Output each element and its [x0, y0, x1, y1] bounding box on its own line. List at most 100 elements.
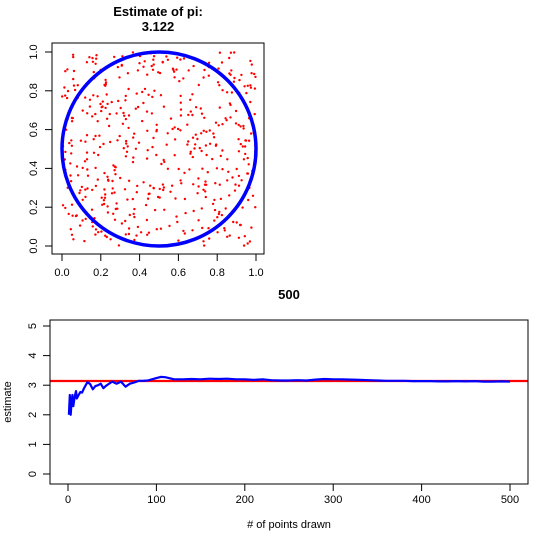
- scatter-point: [194, 143, 197, 146]
- scatter-point: [250, 226, 253, 229]
- scatter-point: [127, 232, 131, 236]
- scatter-point: [78, 224, 82, 227]
- scatter-point: [202, 188, 205, 191]
- scatter-point: [70, 120, 74, 123]
- scatter-point: [182, 229, 185, 233]
- scatter-point: [106, 178, 110, 181]
- scatter-point: [83, 239, 86, 243]
- scatter-point: [134, 107, 137, 110]
- scatter-point: [145, 218, 149, 222]
- scatter-point: [253, 87, 257, 90]
- scatter-point: [132, 136, 135, 139]
- scatter-point: [136, 105, 140, 109]
- scatter-point: [226, 158, 229, 161]
- scatter-point: [221, 149, 224, 152]
- scatter-point: [173, 154, 176, 157]
- scatter-point: [72, 84, 76, 87]
- scatter-point: [108, 112, 112, 116]
- scatter-point: [88, 56, 91, 59]
- scatter-point: [113, 165, 117, 168]
- scatter-point: [232, 220, 235, 224]
- scatter-point: [177, 167, 180, 171]
- scatter-point: [239, 142, 242, 146]
- scatter-point: [79, 139, 83, 142]
- scatter-point: [104, 81, 108, 84]
- scatter-point: [70, 116, 74, 120]
- scatter-point: [223, 229, 226, 232]
- x-tick-label: 100: [147, 494, 165, 506]
- scatter-point: [84, 96, 87, 99]
- scatter-point: [206, 171, 209, 174]
- scatter-point: [162, 105, 166, 108]
- y-tick-label: 0.6: [28, 122, 40, 137]
- scatter-point: [226, 179, 229, 182]
- scatter-point: [233, 189, 237, 192]
- scatter-point: [102, 202, 106, 206]
- scatter-point: [219, 154, 222, 158]
- scatter-point: [104, 234, 107, 237]
- scatter-point: [69, 162, 72, 165]
- scatter-point: [208, 142, 212, 145]
- scatter-point: [247, 139, 251, 142]
- scatter-point: [103, 188, 106, 191]
- scatter-point: [97, 153, 100, 157]
- scatter-point: [105, 117, 109, 121]
- scatter-point: [100, 109, 103, 113]
- scatter-point: [123, 188, 127, 191]
- scatter-point: [102, 142, 105, 146]
- scatter-point: [226, 235, 229, 238]
- scatter-point: [81, 219, 84, 222]
- scatter-point: [198, 146, 201, 150]
- scatter-point: [237, 123, 240, 127]
- scatter-point: [105, 235, 109, 239]
- scatter-point: [179, 114, 183, 117]
- scatter-point: [116, 65, 120, 69]
- scatter-point: [221, 123, 224, 126]
- scatter-point: [160, 162, 163, 166]
- scatter-point: [141, 119, 144, 123]
- y-tick-label: 4: [27, 353, 39, 359]
- scatter-point: [175, 68, 178, 71]
- scatter-point: [86, 168, 89, 171]
- scatter-point: [237, 150, 241, 153]
- scatter-point: [203, 183, 207, 186]
- x-tick-label: 400: [412, 494, 430, 506]
- scatter-point: [186, 123, 189, 126]
- scatter-point: [162, 186, 166, 189]
- scatter-point: [205, 130, 208, 133]
- scatter-point: [208, 129, 211, 132]
- scatter-point: [237, 174, 241, 178]
- scatter-point: [122, 111, 125, 115]
- scatter-point: [165, 55, 168, 58]
- scatter-point: [113, 191, 116, 194]
- scatter-point: [155, 228, 158, 231]
- scatter-point: [193, 147, 196, 150]
- scatter-point: [69, 180, 73, 183]
- scatter-point: [246, 172, 250, 175]
- scatter-point: [106, 102, 109, 106]
- scatter-point: [215, 167, 219, 170]
- scatter-point: [94, 112, 97, 116]
- scatter-point: [243, 85, 246, 88]
- scatter-point: [241, 145, 244, 148]
- scatter-point: [151, 68, 155, 72]
- scatter-point: [144, 203, 148, 207]
- scatter-point: [243, 235, 246, 238]
- scatter-point: [69, 228, 73, 231]
- scatter-point: [85, 158, 89, 161]
- scatter-point: [245, 91, 248, 95]
- scatter-point: [239, 125, 242, 128]
- scatter-point: [205, 153, 208, 157]
- scatter-point: [172, 68, 175, 72]
- scatter-point: [253, 112, 256, 116]
- scatter-point: [187, 69, 190, 72]
- scatter-point: [61, 95, 64, 98]
- scatter-point: [146, 73, 149, 76]
- scatter-point: [163, 208, 166, 211]
- scatter-point: [85, 134, 89, 137]
- scatter-point: [176, 56, 179, 59]
- scatter-point: [66, 68, 69, 71]
- scatter-point: [109, 238, 112, 241]
- scatter-point: [105, 93, 108, 96]
- scatter-point: [207, 61, 211, 64]
